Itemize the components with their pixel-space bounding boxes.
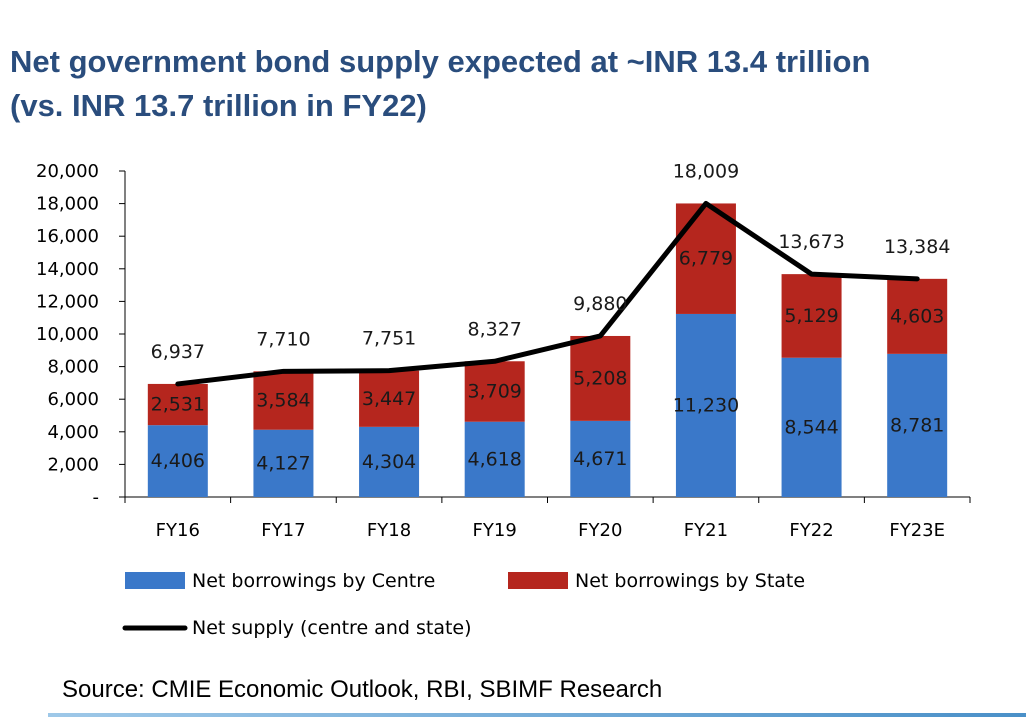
bar-state xyxy=(887,278,948,354)
legend-label-centre: Net borrowings by Centre xyxy=(192,570,435,592)
data-label-centre: 11,230 xyxy=(673,394,739,416)
bar-centre xyxy=(887,353,948,497)
y-tick-label: 10,000 xyxy=(36,324,99,345)
bottom-rule xyxy=(48,713,1026,717)
data-label-centre: 4,406 xyxy=(151,450,205,472)
chart-title-line-2: (vs. INR 13.7 trillion in FY22) xyxy=(10,88,427,123)
x-tick-label: FY22 xyxy=(789,520,833,541)
bar-centre xyxy=(253,429,314,497)
y-tick-label: 12,000 xyxy=(36,291,99,312)
bar-centre xyxy=(147,425,208,497)
data-label-centre: 4,671 xyxy=(573,448,627,470)
bar-state xyxy=(359,370,420,427)
bar-centre xyxy=(675,313,736,497)
data-label-net-supply: 7,710 xyxy=(256,328,310,350)
y-tick-label: 4,000 xyxy=(47,422,99,443)
bar-state xyxy=(147,383,208,426)
y-tick-label: 20,000 xyxy=(36,161,99,182)
y-tick-label: 8,000 xyxy=(47,357,99,378)
bar-state xyxy=(781,274,842,358)
y-tick-label: 14,000 xyxy=(36,259,99,280)
bar-centre xyxy=(464,421,525,497)
data-label-net-supply: 13,673 xyxy=(778,231,844,253)
bar-centre xyxy=(781,357,842,497)
data-label-net-supply: 7,751 xyxy=(362,328,416,350)
bar-state xyxy=(675,203,736,314)
data-label-net-supply: 18,009 xyxy=(673,160,739,182)
legend-swatch-centre xyxy=(125,572,185,589)
data-label-state: 3,584 xyxy=(256,390,310,412)
legend-label-net-supply: Net supply (centre and state) xyxy=(192,617,472,639)
data-label-centre: 4,304 xyxy=(362,451,416,473)
x-tick-label: FY16 xyxy=(156,520,200,541)
legend-label-state: Net borrowings by State xyxy=(575,570,805,592)
y-tick-label: 18,000 xyxy=(36,194,99,215)
data-label-net-supply: 8,327 xyxy=(467,318,521,340)
data-label-state: 3,447 xyxy=(362,388,416,410)
bar-centre xyxy=(359,426,420,497)
y-tick-label: 16,000 xyxy=(36,226,99,247)
legend-swatch-state xyxy=(508,572,568,589)
data-label-centre: 8,781 xyxy=(890,414,944,436)
x-tick-label: FY21 xyxy=(684,520,728,541)
data-label-state: 5,129 xyxy=(784,305,838,327)
x-tick-label: FY18 xyxy=(367,520,411,541)
data-label-net-supply: 13,384 xyxy=(884,236,950,258)
data-label-centre: 4,618 xyxy=(467,448,521,470)
bar-state xyxy=(253,371,314,430)
data-label-net-supply: 9,880 xyxy=(573,293,627,315)
chart-title-line-1: Net government bond supply expected at ~… xyxy=(10,44,871,79)
data-label-state: 4,603 xyxy=(890,305,944,327)
data-label-state: 5,208 xyxy=(573,367,627,389)
y-tick-label: 2,000 xyxy=(47,454,99,475)
data-label-centre: 8,544 xyxy=(784,416,838,438)
x-tick-label: FY23E xyxy=(889,520,945,541)
data-label-net-supply: 6,937 xyxy=(151,341,205,363)
data-label-state: 3,709 xyxy=(467,380,521,402)
data-label-state: 6,779 xyxy=(679,248,733,270)
net-supply-line xyxy=(175,200,920,387)
x-tick-label: FY17 xyxy=(261,520,305,541)
bar-state xyxy=(464,361,525,422)
data-label-centre: 4,127 xyxy=(256,452,310,474)
source-note: Source: CMIE Economic Outlook, RBI, SBIM… xyxy=(62,676,663,703)
y-tick-label: 6,000 xyxy=(47,389,99,410)
y-tick-label: - xyxy=(93,487,100,508)
data-label-state: 2,531 xyxy=(151,394,205,416)
bar-centre xyxy=(570,420,631,497)
chart-title: Net government bond supply expected at ~… xyxy=(10,40,1020,128)
bar-state xyxy=(570,335,631,421)
x-tick-label: FY20 xyxy=(578,520,622,541)
x-tick-label: FY19 xyxy=(473,520,517,541)
